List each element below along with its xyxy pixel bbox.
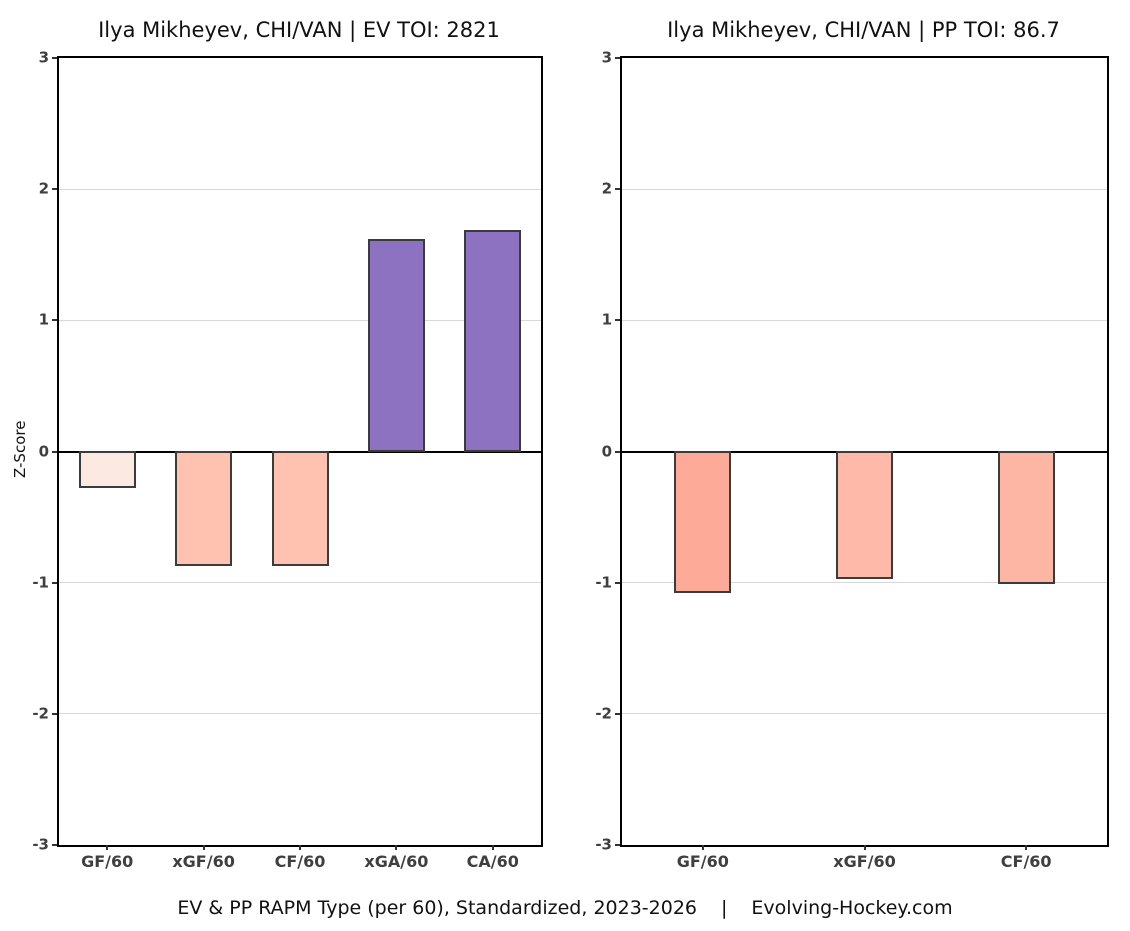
x-tick-label: CA/60 (466, 852, 519, 871)
y-tick-label: 3 (601, 48, 612, 67)
gridline (59, 188, 541, 190)
x-tick-label: xGF/60 (833, 852, 896, 871)
bar (175, 450, 233, 566)
x-tick-label: GF/60 (81, 852, 134, 871)
pp-chart-title: Ilya Mikheyev, CHI/VAN | PP TOI: 86.7 (667, 18, 1060, 42)
gridline (622, 582, 1107, 584)
y-tick-mark (52, 57, 57, 59)
y-tick-label: 1 (601, 310, 612, 329)
x-tick-mark (395, 845, 398, 850)
y-tick-mark (52, 581, 57, 584)
y-tick-label: 2 (601, 179, 612, 198)
gridline (59, 582, 541, 584)
x-tick-label: GF/60 (676, 852, 729, 871)
caption-separator: | (721, 897, 728, 919)
y-tick-mark (615, 319, 620, 322)
bar (836, 450, 893, 579)
y-tick-mark (615, 581, 620, 584)
bar (78, 450, 136, 489)
y-tick-label: -3 (32, 835, 49, 854)
caption-source-text: Evolving-Hockey.com (751, 897, 953, 919)
bar (464, 229, 522, 453)
y-tick-mark (615, 450, 620, 453)
plot-area-ev: 3 2 1 0 -1 -2 -3 GF/60 xGF/60 CF/60 xGA/60 CA/60 (32, 50, 543, 870)
x-tick-label: CF/60 (1000, 852, 1052, 871)
x-tick-mark (491, 845, 494, 850)
y-tick-mark (52, 319, 57, 322)
y-tick-mark (615, 712, 620, 715)
bar (367, 239, 425, 453)
y-tick-label: 3 (38, 48, 49, 67)
bar (674, 450, 732, 594)
gridline (59, 713, 541, 715)
y-tick-mark (52, 844, 57, 846)
y-tick-mark (52, 188, 57, 191)
x-tick-mark (1025, 845, 1028, 850)
y-tick-label: 2 (38, 179, 49, 198)
x-tick-mark (863, 845, 866, 850)
y-tick-label: 1 (38, 310, 49, 329)
x-tick-mark (106, 845, 109, 850)
y-tick-label: -2 (595, 704, 612, 723)
y-tick-mark (615, 57, 620, 59)
caption-left-text: EV & PP RAPM Type (per 60), Standardized… (177, 897, 698, 919)
y-tick-mark (615, 844, 620, 846)
x-tick-mark (202, 845, 205, 850)
plot-area-pp: 3 2 1 0 -1 -2 -3 GF/60 xGF/60 CF/60 (595, 50, 1109, 870)
gridline (622, 713, 1107, 715)
chart-caption: EV & PP RAPM Type (per 60), Standardized… (0, 897, 1130, 919)
bar (997, 450, 1055, 584)
x-tick-label: xGF/60 (172, 852, 235, 871)
y-tick-label: -1 (595, 573, 612, 592)
x-tick-mark (701, 845, 704, 850)
x-tick-label: xGA/60 (364, 852, 429, 871)
gridline (59, 319, 541, 321)
y-tick-label: -3 (595, 835, 612, 854)
x-tick-label: CF/60 (274, 852, 326, 871)
y-tick-mark (52, 450, 57, 453)
gridline (622, 188, 1107, 190)
x-tick-mark (299, 845, 301, 850)
y-tick-label: 0 (38, 442, 49, 460)
y-tick-label: -2 (32, 704, 49, 723)
ev-chart-title: Ilya Mikheyev, CHI/VAN | EV TOI: 2821 (98, 18, 500, 42)
y-tick-mark (52, 712, 57, 715)
y-tick-mark (615, 188, 620, 191)
y-tick-label: 0 (601, 442, 612, 460)
y-tick-label: -1 (32, 573, 49, 592)
gridline (622, 319, 1107, 321)
bar (271, 450, 329, 566)
